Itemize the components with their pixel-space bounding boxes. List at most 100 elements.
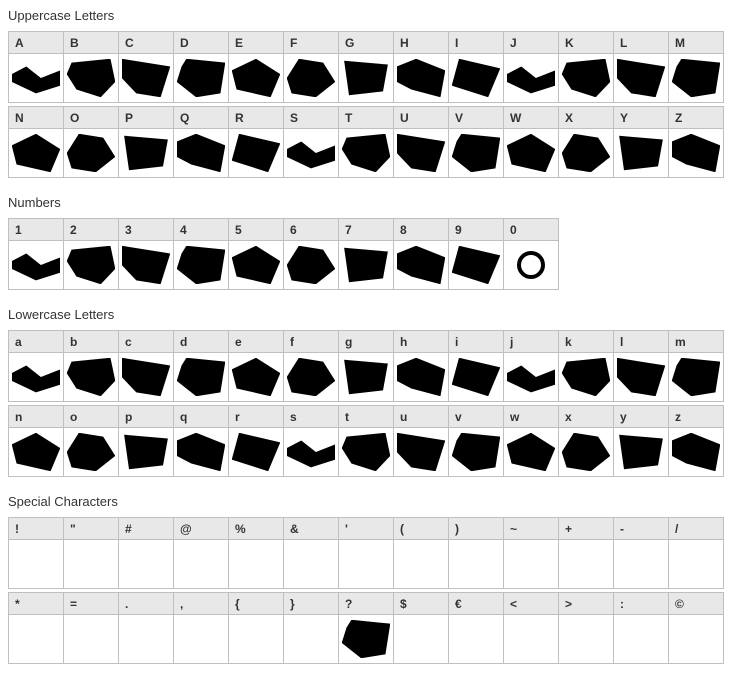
char-cell[interactable]: 6 xyxy=(283,218,339,290)
char-cell[interactable]: k xyxy=(558,330,614,402)
char-cell[interactable]: q xyxy=(173,405,229,477)
char-cell[interactable]: K xyxy=(558,31,614,103)
char-cell[interactable]: { xyxy=(228,592,284,664)
char-cell[interactable]: v xyxy=(448,405,504,477)
char-cell[interactable]: 2 xyxy=(63,218,119,290)
glyph-preview xyxy=(284,129,338,177)
char-cell[interactable]: , xyxy=(173,592,229,664)
char-cell[interactable]: m xyxy=(668,330,724,402)
glyph-preview xyxy=(449,615,503,663)
char-cell[interactable]: V xyxy=(448,106,504,178)
char-cell[interactable]: G xyxy=(338,31,394,103)
char-cell[interactable]: 0 xyxy=(503,218,559,290)
char-cell[interactable]: p xyxy=(118,405,174,477)
glyph-icon xyxy=(67,358,116,396)
char-cell[interactable]: / xyxy=(668,517,724,589)
char-cell[interactable]: u xyxy=(393,405,449,477)
char-cell[interactable]: 9 xyxy=(448,218,504,290)
char-cell[interactable]: x xyxy=(558,405,614,477)
glyph-icon xyxy=(507,59,556,97)
char-cell[interactable]: - xyxy=(613,517,669,589)
char-cell[interactable]: y xyxy=(613,405,669,477)
char-cell[interactable]: ) xyxy=(448,517,504,589)
char-cell[interactable]: L xyxy=(613,31,669,103)
char-cell[interactable]: H xyxy=(393,31,449,103)
char-cell[interactable]: € xyxy=(448,592,504,664)
char-label: Y xyxy=(614,107,668,129)
char-cell[interactable]: 3 xyxy=(118,218,174,290)
char-cell[interactable]: } xyxy=(283,592,339,664)
char-cell[interactable]: © xyxy=(668,592,724,664)
char-cell[interactable]: ! xyxy=(8,517,64,589)
char-cell[interactable]: ( xyxy=(393,517,449,589)
char-cell[interactable]: : xyxy=(613,592,669,664)
char-label: h xyxy=(394,331,448,353)
char-cell[interactable]: 8 xyxy=(393,218,449,290)
char-cell[interactable]: Y xyxy=(613,106,669,178)
char-cell[interactable]: = xyxy=(63,592,119,664)
char-cell[interactable]: r xyxy=(228,405,284,477)
section-title: Uppercase Letters xyxy=(8,8,740,23)
char-cell[interactable]: P xyxy=(118,106,174,178)
char-cell[interactable]: B xyxy=(63,31,119,103)
char-cell[interactable]: n xyxy=(8,405,64,477)
char-cell[interactable]: i xyxy=(448,330,504,402)
char-cell[interactable]: * xyxy=(8,592,64,664)
char-cell[interactable]: c xyxy=(118,330,174,402)
char-label: & xyxy=(284,518,338,540)
char-cell[interactable]: o xyxy=(63,405,119,477)
char-cell[interactable]: j xyxy=(503,330,559,402)
char-cell[interactable]: ~ xyxy=(503,517,559,589)
char-cell[interactable]: I xyxy=(448,31,504,103)
char-cell[interactable]: 4 xyxy=(173,218,229,290)
char-cell[interactable]: ' xyxy=(338,517,394,589)
char-cell[interactable]: a xyxy=(8,330,64,402)
char-cell[interactable]: b xyxy=(63,330,119,402)
char-cell[interactable]: A xyxy=(8,31,64,103)
char-cell[interactable]: U xyxy=(393,106,449,178)
char-cell[interactable]: W xyxy=(503,106,559,178)
char-cell[interactable]: z xyxy=(668,405,724,477)
char-cell[interactable]: Z xyxy=(668,106,724,178)
char-cell[interactable]: D xyxy=(173,31,229,103)
char-cell[interactable]: + xyxy=(558,517,614,589)
char-cell[interactable]: w xyxy=(503,405,559,477)
char-cell[interactable]: M xyxy=(668,31,724,103)
glyph-preview xyxy=(64,428,118,476)
char-cell[interactable]: f xyxy=(283,330,339,402)
char-cell[interactable]: J xyxy=(503,31,559,103)
char-cell[interactable]: # xyxy=(118,517,174,589)
char-cell[interactable]: @ xyxy=(173,517,229,589)
char-cell[interactable]: s xyxy=(283,405,339,477)
char-cell[interactable]: . xyxy=(118,592,174,664)
char-cell[interactable]: S xyxy=(283,106,339,178)
char-cell[interactable]: d xyxy=(173,330,229,402)
char-cell[interactable]: O xyxy=(63,106,119,178)
char-cell[interactable]: T xyxy=(338,106,394,178)
char-cell[interactable]: h xyxy=(393,330,449,402)
char-cell[interactable]: 5 xyxy=(228,218,284,290)
char-cell[interactable]: & xyxy=(283,517,339,589)
char-cell[interactable]: R xyxy=(228,106,284,178)
char-label: € xyxy=(449,593,503,615)
char-cell[interactable]: 7 xyxy=(338,218,394,290)
char-cell[interactable]: > xyxy=(558,592,614,664)
char-cell[interactable]: t xyxy=(338,405,394,477)
char-cell[interactable]: e xyxy=(228,330,284,402)
char-cell[interactable]: E xyxy=(228,31,284,103)
char-cell[interactable]: g xyxy=(338,330,394,402)
char-cell[interactable]: F xyxy=(283,31,339,103)
char-cell[interactable]: Q xyxy=(173,106,229,178)
char-cell[interactable]: l xyxy=(613,330,669,402)
char-cell[interactable]: X xyxy=(558,106,614,178)
char-cell[interactable]: ? xyxy=(338,592,394,664)
char-cell[interactable]: % xyxy=(228,517,284,589)
char-cell[interactable]: < xyxy=(503,592,559,664)
char-cell[interactable]: C xyxy=(118,31,174,103)
char-cell[interactable]: 1 xyxy=(8,218,64,290)
char-label: / xyxy=(669,518,723,540)
glyph-preview xyxy=(229,241,283,289)
char-cell[interactable]: N xyxy=(8,106,64,178)
char-cell[interactable]: " xyxy=(63,517,119,589)
char-cell[interactable]: $ xyxy=(393,592,449,664)
